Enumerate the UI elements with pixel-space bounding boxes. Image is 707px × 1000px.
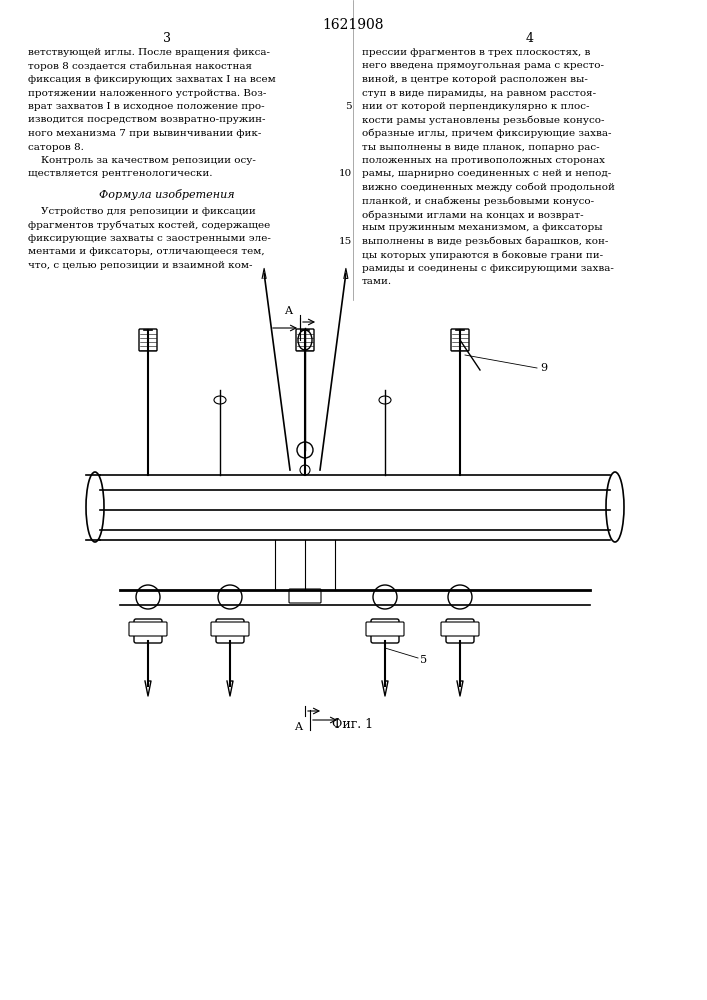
Text: планкой, и снабжены резьбовыми конусо-: планкой, и снабжены резьбовыми конусо- (362, 196, 594, 206)
Text: тами.: тами. (362, 277, 392, 286)
Text: ным пружинным механизмом, а фиксаторы: ным пружинным механизмом, а фиксаторы (362, 224, 602, 232)
Ellipse shape (298, 330, 312, 350)
Text: изводится посредством возвратно-пружин-: изводится посредством возвратно-пружин- (28, 115, 266, 124)
FancyBboxPatch shape (139, 329, 157, 351)
Text: образными иглами на концах и возврат-: образными иглами на концах и возврат- (362, 210, 583, 220)
Text: прессии фрагментов в трех плоскостях, в: прессии фрагментов в трех плоскостях, в (362, 48, 590, 57)
Ellipse shape (214, 396, 226, 404)
Text: 1621908: 1621908 (322, 18, 384, 32)
FancyBboxPatch shape (211, 622, 249, 636)
Text: ступ в виде пирамиды, на равном расстоя-: ступ в виде пирамиды, на равном расстоя- (362, 89, 596, 98)
Text: рамиды и соединены с фиксирующими захва-: рамиды и соединены с фиксирующими захва- (362, 264, 614, 273)
Text: вижно соединенных между собой продольной: вижно соединенных между собой продольной (362, 183, 615, 192)
Text: 5: 5 (420, 655, 427, 665)
Circle shape (300, 465, 310, 475)
Text: фиксация в фиксирующих захватах I на всем: фиксация в фиксирующих захватах I на все… (28, 75, 276, 84)
Circle shape (373, 585, 397, 609)
Text: 9: 9 (540, 363, 547, 373)
Text: виной, в центре которой расположен вы-: виной, в центре которой расположен вы- (362, 75, 588, 84)
Ellipse shape (140, 340, 156, 350)
Text: 15: 15 (339, 237, 352, 246)
Text: рамы, шарнирно соединенных с ней и непод-: рамы, шарнирно соединенных с ней и непод… (362, 169, 612, 178)
FancyBboxPatch shape (296, 329, 314, 351)
Text: Фиг. 1: Фиг. 1 (332, 718, 373, 731)
Text: ветствующей иглы. После вращения фикса-: ветствующей иглы. После вращения фикса- (28, 48, 270, 57)
Circle shape (448, 585, 472, 609)
Text: выполнены в виде резьбовых барашков, кон-: выполнены в виде резьбовых барашков, кон… (362, 237, 609, 246)
Text: ты выполнены в виде планок, попарно рас-: ты выполнены в виде планок, попарно рас- (362, 142, 600, 151)
FancyBboxPatch shape (134, 619, 162, 643)
Text: ментами и фиксаторы, отличающееся тем,: ментами и фиксаторы, отличающееся тем, (28, 247, 264, 256)
Circle shape (297, 442, 313, 458)
Ellipse shape (297, 340, 313, 350)
Text: положенных на противоположных сторонах: положенных на противоположных сторонах (362, 156, 605, 165)
FancyBboxPatch shape (216, 619, 244, 643)
FancyBboxPatch shape (451, 329, 469, 351)
Text: A: A (294, 722, 302, 732)
Text: него введена прямоугольная рама с кресто-: него введена прямоугольная рама с кресто… (362, 62, 604, 70)
Text: что, с целью репозиции и взаимной ком-: что, с целью репозиции и взаимной ком- (28, 261, 252, 270)
Text: ного механизма 7 при вывинчивании фик-: ного механизма 7 при вывинчивании фик- (28, 129, 262, 138)
Ellipse shape (379, 396, 391, 404)
Text: нии от которой перпендикулярно к плос-: нии от которой перпендикулярно к плос- (362, 102, 590, 111)
Text: 5: 5 (346, 102, 352, 111)
Text: 4: 4 (526, 32, 534, 45)
Ellipse shape (452, 340, 468, 350)
Text: A: A (284, 306, 292, 316)
FancyBboxPatch shape (446, 619, 474, 643)
FancyBboxPatch shape (441, 622, 479, 636)
Text: врат захватов I в исходное положение про-: врат захватов I в исходное положение про… (28, 102, 264, 111)
Text: 10: 10 (339, 169, 352, 178)
Text: саторов 8.: саторов 8. (28, 142, 84, 151)
Text: цы которых упираются в боковые грани пи-: цы которых упираются в боковые грани пи- (362, 250, 603, 260)
Text: 3: 3 (163, 32, 171, 45)
FancyBboxPatch shape (289, 589, 321, 603)
FancyBboxPatch shape (366, 622, 404, 636)
Text: Устройство для репозиции и фиксации: Устройство для репозиции и фиксации (28, 207, 256, 216)
Text: кости рамы установлены резьбовые конусо-: кости рамы установлены резьбовые конусо- (362, 115, 604, 125)
Text: протяжении наложенного устройства. Воз-: протяжении наложенного устройства. Воз- (28, 89, 267, 98)
FancyBboxPatch shape (371, 619, 399, 643)
Circle shape (218, 585, 242, 609)
Text: фрагментов трубчатых костей, содержащее: фрагментов трубчатых костей, содержащее (28, 221, 270, 230)
Text: образные иглы, причем фиксирующие захва-: образные иглы, причем фиксирующие захва- (362, 129, 612, 138)
Text: фиксирующие захваты с заостренными эле-: фиксирующие захваты с заостренными эле- (28, 234, 271, 243)
Text: торов 8 создается стабильная накостная: торов 8 создается стабильная накостная (28, 62, 252, 71)
Text: Формула изобретения: Формула изобретения (99, 189, 235, 200)
FancyBboxPatch shape (129, 622, 167, 636)
Text: Контроль за качеством репозиции осу-: Контроль за качеством репозиции осу- (28, 156, 256, 165)
Circle shape (136, 585, 160, 609)
Text: ществляется рентгенологически.: ществляется рентгенологически. (28, 169, 213, 178)
